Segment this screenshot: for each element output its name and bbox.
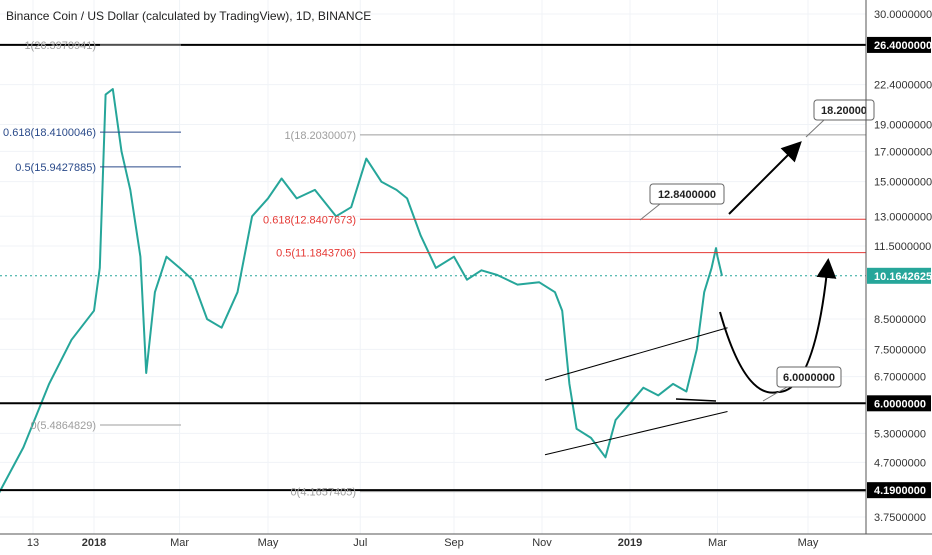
fib-level-label: 1(18.2030007): [284, 130, 356, 142]
fib-level-label: 0.618(12.8407673): [263, 214, 356, 226]
callout-label: 12.8400000: [658, 189, 716, 201]
fib-level-label: 0.5(15.9427885): [15, 162, 96, 174]
price-level-tag: [867, 482, 931, 499]
callout-pointer: [805, 119, 825, 138]
callout-pointer: [639, 203, 661, 221]
price-line: [0, 88, 723, 494]
callout-pointer: [762, 386, 788, 402]
drawings: 12.8400000 18.20000 6.0000000: [544, 99, 875, 456]
price-axis-label: 6.7000000: [874, 372, 926, 384]
time-axis-label: Nov: [532, 537, 552, 549]
callout-label: 6.0000000: [783, 372, 835, 384]
chart-title: Binance Coin / US Dollar (calculated by …: [6, 9, 371, 23]
price-axis-label: 4.7000000: [874, 457, 926, 469]
price-series: [0, 88, 723, 494]
plot-background: [0, 0, 866, 534]
time-axis-label: May: [258, 537, 279, 549]
price-axis-label: 7.5000000: [874, 344, 926, 356]
price-axis-label: 13.0000000: [874, 211, 932, 223]
price-axis[interactable]: 30.0000000 22.4000000 19.0000000 17.0000000…: [874, 9, 932, 524]
price-level-tag: [867, 395, 931, 412]
price-level-tag-label: 26.4000000: [874, 40, 932, 52]
callout-box: [776, 366, 842, 388]
fib-level-label: 0(4.1657405): [291, 487, 356, 499]
price-axis-label: 22.4000000: [874, 80, 932, 92]
callout-label: 18.20000: [821, 105, 867, 117]
last-price-tag-label: 10.1642625: [874, 271, 932, 283]
fib-level-label: 0(5.4864829): [31, 420, 96, 432]
price-axis-label: 3.7500000: [874, 512, 926, 524]
level-lines: 26.4000000 6.0000000 4.1900000 10.1642625 1(…: [0, 36, 932, 499]
time-axis-label: May: [798, 537, 819, 549]
grid-lines: [0, 0, 866, 534]
price-axis-label: 19.0000000: [874, 119, 932, 131]
bullish-arrow-up: [728, 141, 802, 215]
fib-level-label: 1(26.3970941): [24, 40, 96, 52]
time-axis-label: 2018: [82, 537, 106, 549]
price-level-tag-label: 4.1900000: [874, 485, 926, 497]
channel-upper-line: [544, 327, 728, 381]
fib-level-label: 0.618(18.4100046): [3, 127, 96, 139]
time-axis-label: Sep: [444, 537, 464, 549]
price-axis-label: 11.5000000: [874, 241, 931, 253]
price-level-tag: [867, 36, 931, 53]
price-axis-label: 15.0000000: [874, 177, 932, 189]
support-segment: [675, 398, 717, 402]
time-axis[interactable]: 13 2018 Mar May Jul Sep Nov 2019 Mar May: [27, 537, 819, 549]
price-axis-label: 8.5000000: [874, 314, 926, 326]
callout-box: [813, 99, 875, 121]
last-price-tag: [867, 267, 931, 284]
time-axis-label: Mar: [708, 537, 727, 549]
price-axis-label: 5.3000000: [874, 428, 926, 440]
price-level-tag-label: 6.0000000: [874, 398, 926, 410]
price-axis-label: 30.0000000: [874, 9, 932, 21]
price-axis-label: 17.0000000: [874, 146, 932, 158]
time-axis-label: Jul: [353, 537, 367, 549]
time-axis-label: 2019: [618, 537, 642, 549]
time-axis-label: Mar: [170, 537, 189, 549]
fib-level-label: 0.5(11.1843706): [276, 248, 356, 260]
channel-lower-line: [544, 411, 728, 456]
time-axis-label: 13: [27, 537, 39, 549]
callout-box: [649, 183, 725, 205]
